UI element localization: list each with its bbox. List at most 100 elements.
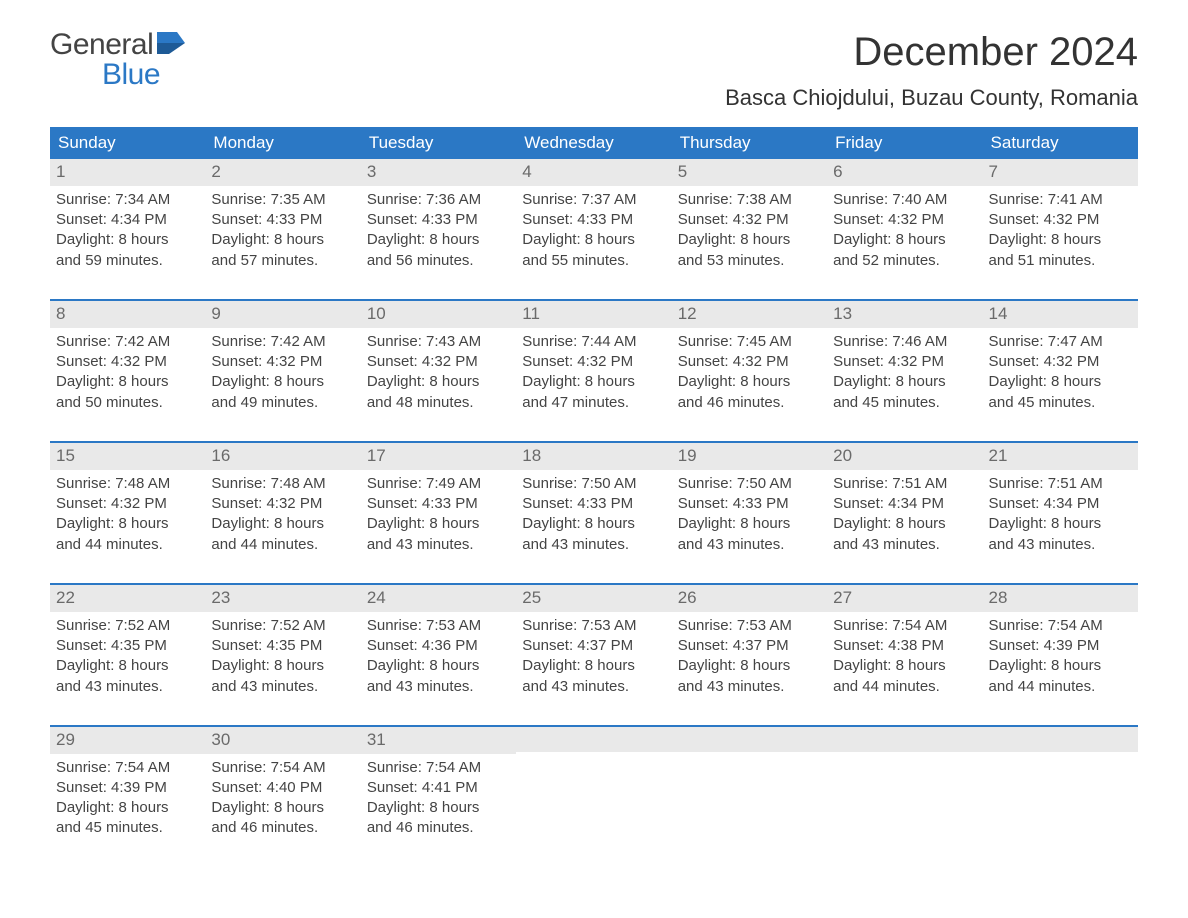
- day-dl2-line: and 44 minutes.: [211, 535, 354, 555]
- day-number: [672, 727, 827, 752]
- day-sunset-line: Sunset: 4:32 PM: [56, 494, 199, 514]
- day-number: 14: [983, 301, 1138, 328]
- day-content: Sunrise: 7:54 AMSunset: 4:39 PMDaylight:…: [983, 612, 1138, 697]
- day-dl2-line: and 43 minutes.: [989, 535, 1132, 555]
- day-sunset-line: Sunset: 4:33 PM: [367, 494, 510, 514]
- day-sunrise-line: Sunrise: 7:49 AM: [367, 474, 510, 494]
- day-number: 28: [983, 585, 1138, 612]
- calendar-day-cell: 13Sunrise: 7:46 AMSunset: 4:32 PMDayligh…: [827, 301, 982, 413]
- day-dl2-line: and 46 minutes.: [211, 818, 354, 838]
- day-sunrise-line: Sunrise: 7:50 AM: [678, 474, 821, 494]
- day-dl2-line: and 46 minutes.: [367, 818, 510, 838]
- day-dl1-line: Daylight: 8 hours: [211, 656, 354, 676]
- calendar-day-cell: 28Sunrise: 7:54 AMSunset: 4:39 PMDayligh…: [983, 585, 1138, 697]
- day-sunrise-line: Sunrise: 7:53 AM: [367, 616, 510, 636]
- day-sunrise-line: Sunrise: 7:42 AM: [56, 332, 199, 352]
- calendar-day-cell: 11Sunrise: 7:44 AMSunset: 4:32 PMDayligh…: [516, 301, 671, 413]
- day-content: Sunrise: 7:40 AMSunset: 4:32 PMDaylight:…: [827, 186, 982, 271]
- day-content: Sunrise: 7:44 AMSunset: 4:32 PMDaylight:…: [516, 328, 671, 413]
- day-content: Sunrise: 7:35 AMSunset: 4:33 PMDaylight:…: [205, 186, 360, 271]
- day-number: 17: [361, 443, 516, 470]
- day-sunset-line: Sunset: 4:32 PM: [678, 352, 821, 372]
- weekday-header-cell: Tuesday: [361, 127, 516, 159]
- day-sunset-line: Sunset: 4:33 PM: [522, 494, 665, 514]
- day-content: Sunrise: 7:47 AMSunset: 4:32 PMDaylight:…: [983, 328, 1138, 413]
- day-sunrise-line: Sunrise: 7:48 AM: [56, 474, 199, 494]
- day-number: 5: [672, 159, 827, 186]
- day-number: 26: [672, 585, 827, 612]
- day-dl2-line: and 45 minutes.: [989, 393, 1132, 413]
- day-sunrise-line: Sunrise: 7:37 AM: [522, 190, 665, 210]
- day-sunset-line: Sunset: 4:41 PM: [367, 778, 510, 798]
- day-number: 7: [983, 159, 1138, 186]
- day-dl1-line: Daylight: 8 hours: [522, 372, 665, 392]
- calendar-week-row: 1Sunrise: 7:34 AMSunset: 4:34 PMDaylight…: [50, 159, 1138, 271]
- day-sunset-line: Sunset: 4:34 PM: [56, 210, 199, 230]
- calendar-day-cell: 31Sunrise: 7:54 AMSunset: 4:41 PMDayligh…: [361, 727, 516, 839]
- weekday-header-cell: Sunday: [50, 127, 205, 159]
- day-dl1-line: Daylight: 8 hours: [56, 798, 199, 818]
- day-sunset-line: Sunset: 4:40 PM: [211, 778, 354, 798]
- day-dl1-line: Daylight: 8 hours: [678, 372, 821, 392]
- day-number: 13: [827, 301, 982, 328]
- day-dl1-line: Daylight: 8 hours: [367, 514, 510, 534]
- calendar-day-cell: 21Sunrise: 7:51 AMSunset: 4:34 PMDayligh…: [983, 443, 1138, 555]
- day-content: Sunrise: 7:49 AMSunset: 4:33 PMDaylight:…: [361, 470, 516, 555]
- calendar-week-row: 15Sunrise: 7:48 AMSunset: 4:32 PMDayligh…: [50, 441, 1138, 555]
- day-sunrise-line: Sunrise: 7:52 AM: [56, 616, 199, 636]
- day-sunset-line: Sunset: 4:32 PM: [833, 352, 976, 372]
- day-sunrise-line: Sunrise: 7:40 AM: [833, 190, 976, 210]
- day-number: [983, 727, 1138, 752]
- day-number: 27: [827, 585, 982, 612]
- calendar-day-cell: 25Sunrise: 7:53 AMSunset: 4:37 PMDayligh…: [516, 585, 671, 697]
- month-title: December 2024: [725, 30, 1138, 75]
- calendar-day-cell: 14Sunrise: 7:47 AMSunset: 4:32 PMDayligh…: [983, 301, 1138, 413]
- day-dl2-line: and 56 minutes.: [367, 251, 510, 271]
- day-content: Sunrise: 7:51 AMSunset: 4:34 PMDaylight:…: [983, 470, 1138, 555]
- day-sunrise-line: Sunrise: 7:34 AM: [56, 190, 199, 210]
- day-number: 21: [983, 443, 1138, 470]
- day-number: 15: [50, 443, 205, 470]
- day-dl2-line: and 49 minutes.: [211, 393, 354, 413]
- day-number: 19: [672, 443, 827, 470]
- day-dl2-line: and 43 minutes.: [833, 535, 976, 555]
- day-number: 2: [205, 159, 360, 186]
- day-dl2-line: and 55 minutes.: [522, 251, 665, 271]
- day-dl1-line: Daylight: 8 hours: [833, 656, 976, 676]
- day-sunset-line: Sunset: 4:32 PM: [522, 352, 665, 372]
- day-number: 12: [672, 301, 827, 328]
- day-sunrise-line: Sunrise: 7:51 AM: [833, 474, 976, 494]
- calendar-day-cell: 20Sunrise: 7:51 AMSunset: 4:34 PMDayligh…: [827, 443, 982, 555]
- day-sunrise-line: Sunrise: 7:50 AM: [522, 474, 665, 494]
- day-dl2-line: and 46 minutes.: [678, 393, 821, 413]
- day-sunrise-line: Sunrise: 7:54 AM: [367, 758, 510, 778]
- day-dl2-line: and 43 minutes.: [522, 535, 665, 555]
- day-dl1-line: Daylight: 8 hours: [56, 230, 199, 250]
- day-sunset-line: Sunset: 4:32 PM: [989, 210, 1132, 230]
- day-number: 25: [516, 585, 671, 612]
- day-dl2-line: and 48 minutes.: [367, 393, 510, 413]
- day-content: Sunrise: 7:52 AMSunset: 4:35 PMDaylight:…: [205, 612, 360, 697]
- day-dl2-line: and 51 minutes.: [989, 251, 1132, 271]
- day-content: Sunrise: 7:54 AMSunset: 4:39 PMDaylight:…: [50, 754, 205, 839]
- day-number: 29: [50, 727, 205, 754]
- day-number: 10: [361, 301, 516, 328]
- logo: General Blue: [50, 30, 185, 90]
- day-content: Sunrise: 7:48 AMSunset: 4:32 PMDaylight:…: [205, 470, 360, 555]
- day-sunrise-line: Sunrise: 7:52 AM: [211, 616, 354, 636]
- day-content: Sunrise: 7:53 AMSunset: 4:37 PMDaylight:…: [516, 612, 671, 697]
- calendar-weekday-header: SundayMondayTuesdayWednesdayThursdayFrid…: [50, 127, 1138, 159]
- day-sunrise-line: Sunrise: 7:48 AM: [211, 474, 354, 494]
- day-number: 11: [516, 301, 671, 328]
- day-number: 18: [516, 443, 671, 470]
- day-content: Sunrise: 7:53 AMSunset: 4:36 PMDaylight:…: [361, 612, 516, 697]
- day-dl1-line: Daylight: 8 hours: [833, 230, 976, 250]
- calendar-day-cell: [827, 727, 982, 839]
- calendar-day-cell: 19Sunrise: 7:50 AMSunset: 4:33 PMDayligh…: [672, 443, 827, 555]
- day-dl2-line: and 50 minutes.: [56, 393, 199, 413]
- calendar-day-cell: 18Sunrise: 7:50 AMSunset: 4:33 PMDayligh…: [516, 443, 671, 555]
- day-dl1-line: Daylight: 8 hours: [56, 514, 199, 534]
- day-content: Sunrise: 7:50 AMSunset: 4:33 PMDaylight:…: [672, 470, 827, 555]
- day-dl2-line: and 43 minutes.: [367, 535, 510, 555]
- day-sunrise-line: Sunrise: 7:35 AM: [211, 190, 354, 210]
